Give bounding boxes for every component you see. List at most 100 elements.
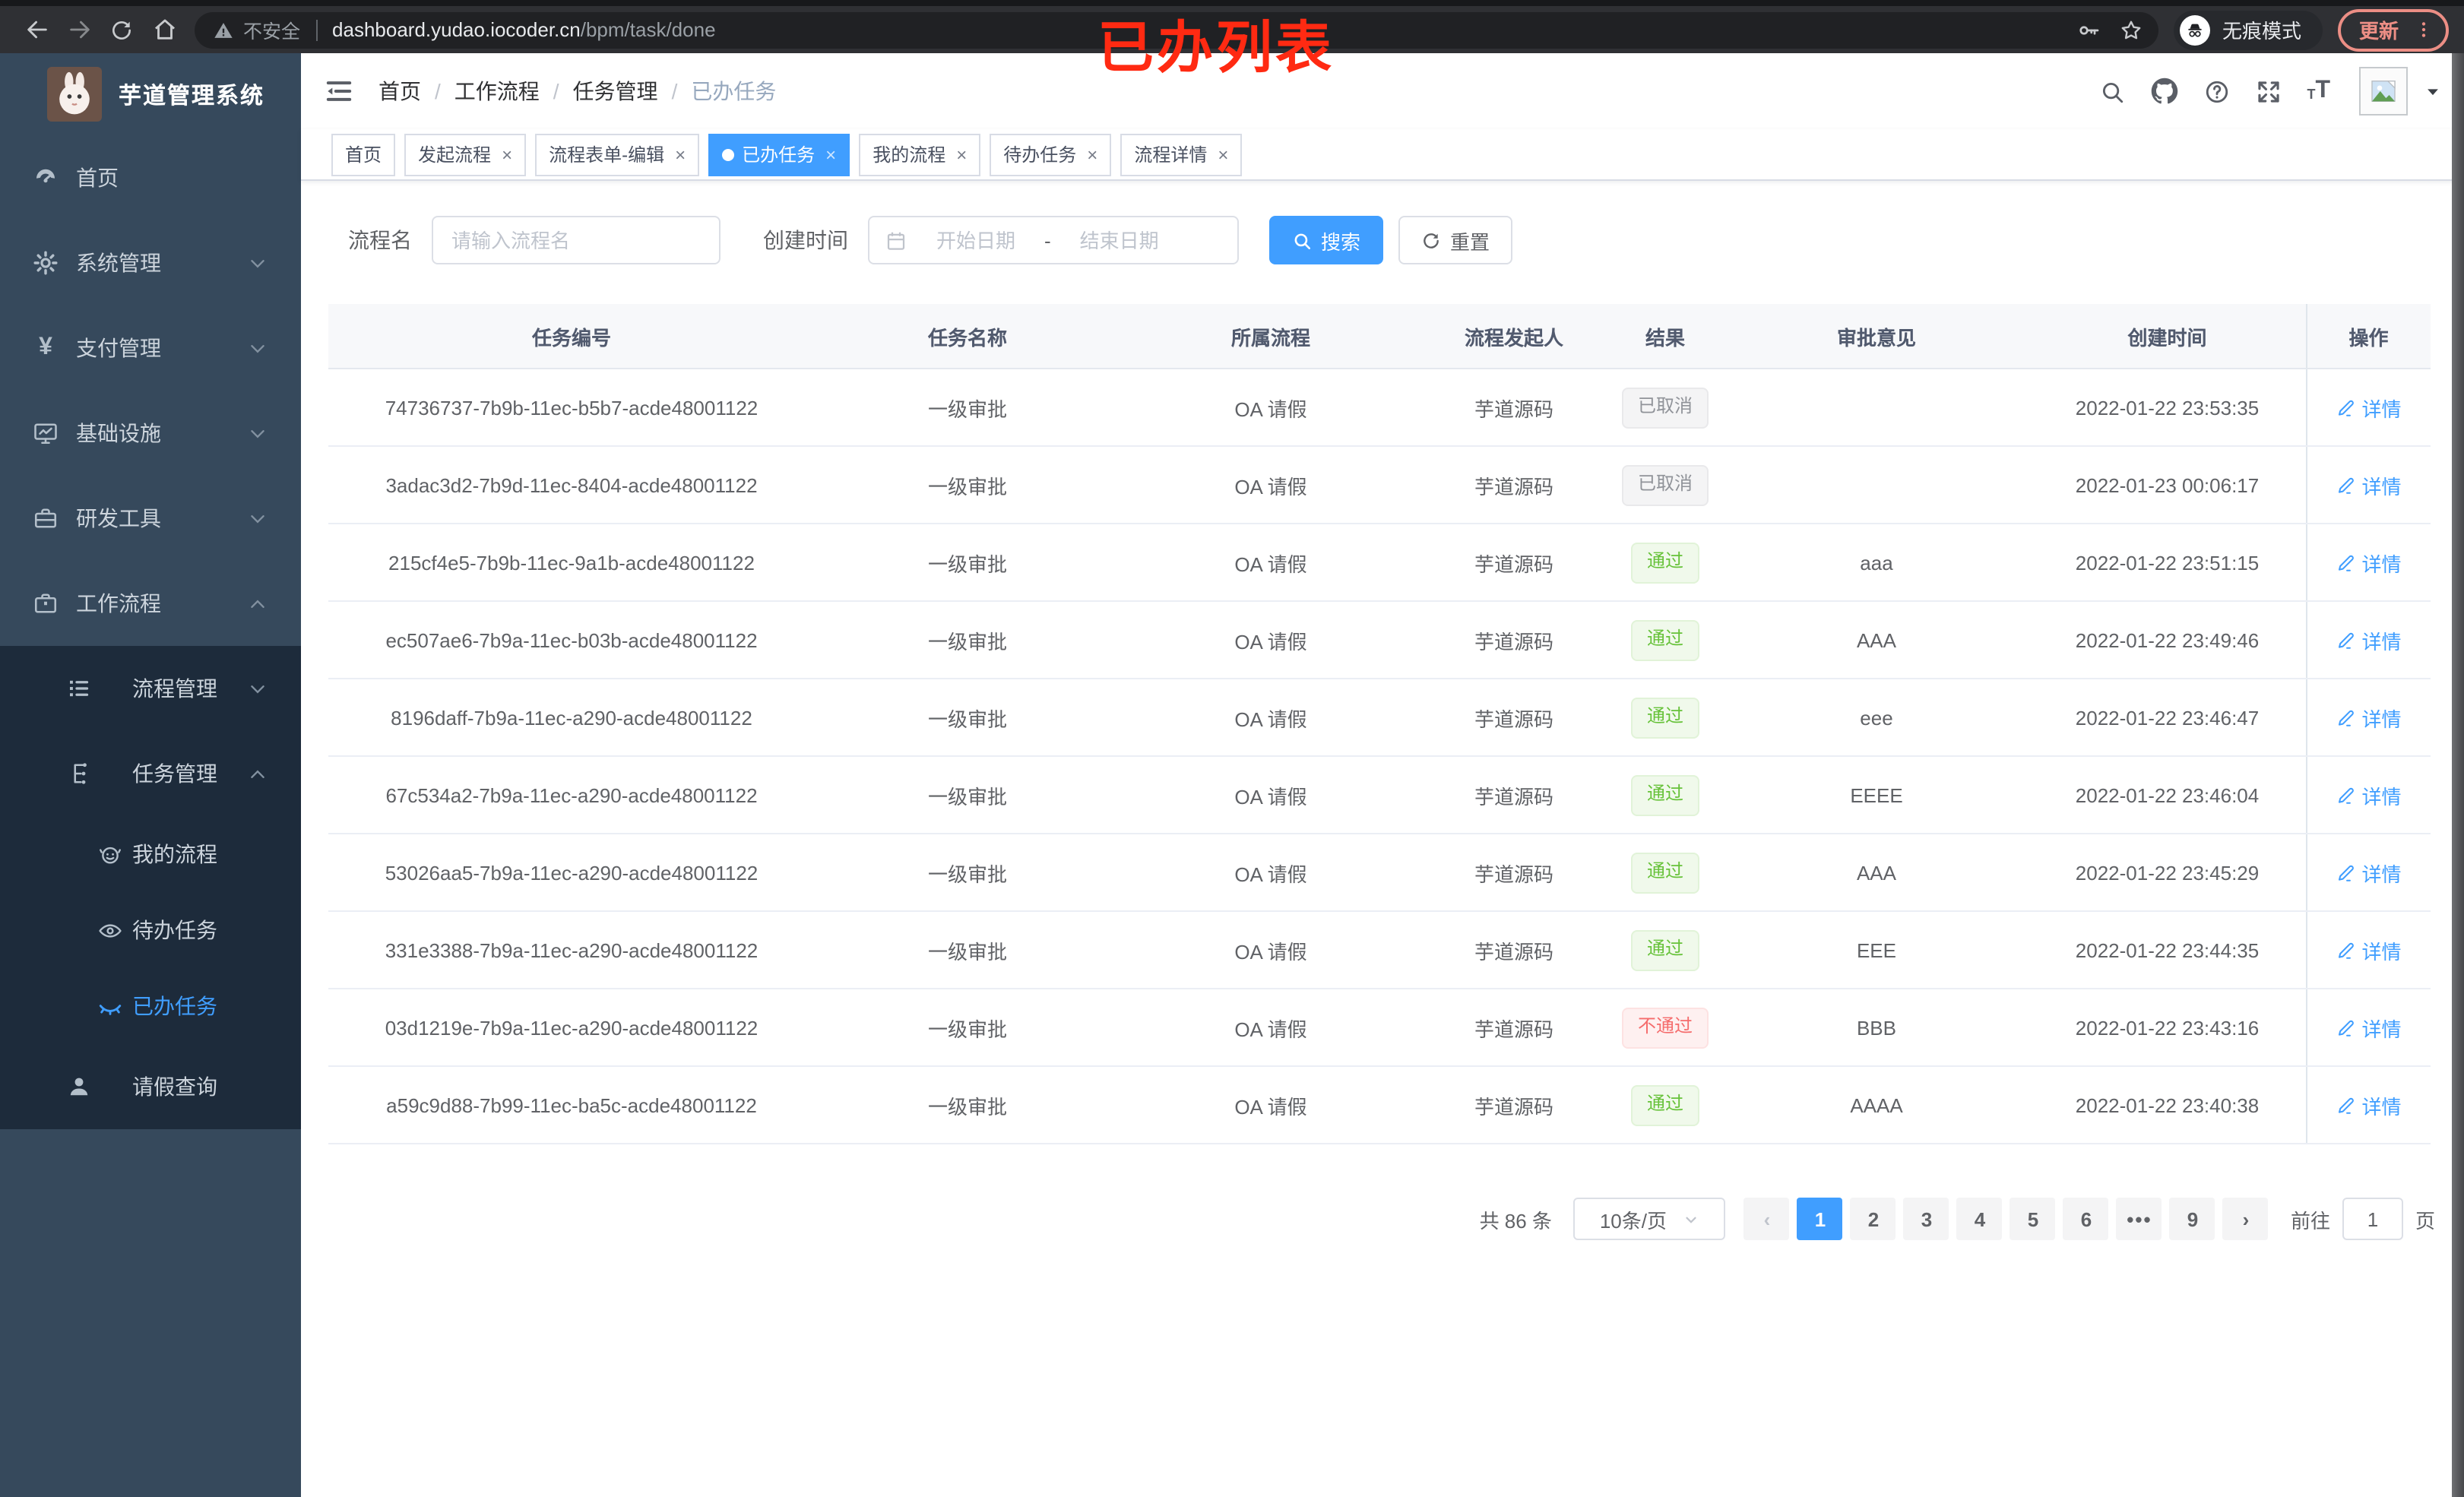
browser-menu-icon[interactable] (2414, 18, 2434, 41)
back-icon[interactable] (15, 9, 58, 50)
sidebar-item-待办任务[interactable]: 待办任务 (0, 892, 301, 968)
close-icon[interactable]: × (1218, 144, 1229, 165)
logo-row[interactable]: 芋道管理系统 (0, 53, 301, 135)
task-id-cell: a59c9d88-7b99-11ec-ba5c-acde48001122 (328, 1066, 815, 1144)
breadcrumb-item[interactable]: 首页 (378, 79, 421, 103)
page-button-1[interactable]: 1 (1797, 1198, 1843, 1240)
close-icon[interactable]: × (825, 144, 837, 165)
sidebar-item-工作流程[interactable]: 工作流程 (0, 561, 301, 646)
page-button-4[interactable]: 4 (1956, 1198, 2003, 1240)
address-bar[interactable]: 不安全 dashboard.yudao.iocoder.cn/bpm/task/… (195, 11, 2158, 48)
result-cell: 已取消 (1607, 369, 1724, 447)
sidebar-item-我的流程[interactable]: 我的流程 (0, 816, 301, 892)
page-button-2[interactable]: 2 (1850, 1198, 1896, 1240)
sidebar-item-基础设施[interactable]: 基础设施 (0, 391, 301, 476)
page-button-3[interactable]: 3 (1903, 1198, 1949, 1240)
page-button-6[interactable]: 6 (2063, 1198, 2109, 1240)
create-time-cell: 2022-01-22 23:43:16 (2029, 989, 2306, 1067)
tab-流程详情[interactable]: 流程详情 × (1120, 133, 1243, 176)
edit-icon (2336, 1095, 2355, 1115)
close-icon[interactable]: × (956, 144, 968, 165)
close-icon[interactable]: × (502, 144, 513, 165)
detail-link[interactable]: 详情 (2336, 780, 2402, 809)
page-button-9[interactable]: 9 (2169, 1198, 2215, 1240)
dashboard-icon (32, 164, 59, 191)
key-icon[interactable] (2070, 9, 2107, 50)
search-icon[interactable] (2098, 78, 2124, 104)
tags-bar: 首页 发起流程 × 流程表单-编辑 × 已办任务 × 我的流程 × 待办任务 × 流程详情 × (301, 129, 2464, 181)
sidebar-item-首页[interactable]: 首页 (0, 135, 301, 220)
next-page-button[interactable]: › (2222, 1198, 2269, 1240)
incognito-badge[interactable]: 无痕模式 (2173, 10, 2323, 49)
page-button-5[interactable]: 5 (2010, 1198, 2056, 1240)
close-icon[interactable]: × (1087, 144, 1098, 165)
yen-icon: ¥ (39, 334, 52, 360)
detail-link[interactable]: 详情 (2336, 470, 2402, 499)
prev-page-button[interactable]: ‹ (1743, 1198, 1790, 1240)
process-name-input[interactable] (432, 216, 721, 264)
star-icon[interactable] (2113, 9, 2149, 50)
tab-待办任务[interactable]: 待办任务 × (990, 133, 1112, 176)
tab-label: 流程表单-编辑 (549, 144, 665, 166)
tab-label: 首页 (345, 144, 382, 166)
home-icon[interactable] (143, 9, 185, 50)
detail-link[interactable]: 详情 (2336, 1013, 2402, 1042)
warning-icon (213, 19, 234, 40)
search-button[interactable]: 搜索 (1269, 216, 1384, 264)
goto-page-input[interactable] (2342, 1198, 2403, 1240)
task-id-cell: 331e3388-7b9a-11ec-a290-acde48001122 (328, 911, 815, 989)
sidebar-item-支付管理[interactable]: ¥ 支付管理 (0, 305, 301, 391)
annotation-overlay: 已办列表 (1097, 17, 1335, 79)
end-date-input[interactable] (1056, 227, 1182, 253)
tab-首页[interactable]: 首页 (331, 133, 396, 176)
tab-我的流程[interactable]: 我的流程 × (859, 133, 981, 176)
update-button[interactable]: 更新 (2337, 8, 2449, 51)
breadcrumb-item[interactable]: 工作流程 (454, 79, 540, 103)
breadcrumb-item[interactable]: 任务管理 (572, 79, 658, 103)
page-size-select[interactable]: 10条/页 (1572, 1198, 1725, 1240)
sidebar-item-已办任务[interactable]: 已办任务 (0, 968, 301, 1044)
sidebar-item-流程管理[interactable]: 流程管理 (0, 646, 301, 731)
monitor-icon (32, 419, 59, 447)
sidebar-item-系统管理[interactable]: 系统管理 (0, 220, 301, 305)
tab-流程表单-编辑[interactable]: 流程表单-编辑 × (535, 133, 700, 176)
task-name-cell: 一级审批 (815, 446, 1120, 524)
detail-link[interactable]: 详情 (2336, 858, 2402, 887)
sidebar-item-研发工具[interactable]: 研发工具 (0, 476, 301, 561)
starter-cell: 芋道源码 (1421, 524, 1607, 602)
scrollbar[interactable] (2452, 53, 2464, 1497)
close-icon[interactable]: × (675, 144, 686, 165)
result-cell: 通过 (1607, 834, 1724, 912)
detail-link[interactable]: 详情 (2336, 393, 2402, 422)
fullscreen-icon[interactable] (2255, 78, 2281, 104)
starter-cell: 芋道源码 (1421, 756, 1607, 834)
github-icon[interactable] (2150, 78, 2177, 105)
page-ellipsis[interactable]: ••• (2116, 1198, 2162, 1240)
detail-link[interactable]: 详情 (2336, 548, 2402, 577)
filter-form: 流程名 创建时间 - 搜索 重置 (348, 216, 2435, 264)
task-id-cell: 74736737-7b9b-11ec-b5b7-acde48001122 (328, 369, 815, 447)
avatar[interactable] (2359, 67, 2408, 116)
date-range-picker[interactable]: - (868, 216, 1239, 264)
detail-link[interactable]: 详情 (2336, 935, 2402, 964)
reload-icon[interactable] (100, 9, 143, 50)
detail-link[interactable]: 详情 (2336, 703, 2402, 732)
avatar-caret-icon[interactable] (2424, 83, 2441, 100)
create-time-cell: 2022-01-22 23:51:15 (2029, 524, 2306, 602)
start-date-input[interactable] (914, 227, 1038, 253)
help-icon[interactable] (2203, 78, 2229, 104)
detail-link[interactable]: 详情 (2336, 625, 2402, 654)
urlbar-separator (315, 19, 318, 40)
tab-已办任务[interactable]: 已办任务 × (708, 133, 850, 176)
detail-label: 详情 (2361, 475, 2402, 498)
sidebar-toggle-icon[interactable] (324, 76, 354, 106)
reset-button[interactable]: 重置 (1398, 216, 1513, 264)
forward-icon[interactable] (58, 9, 100, 50)
table-row: 03d1219e-7b9a-11ec-a290-acde48001122 一级审批… (328, 989, 2431, 1067)
tab-发起流程[interactable]: 发起流程 × (404, 133, 527, 176)
security-badge[interactable]: 不安全 (213, 15, 300, 44)
sidebar-item-请假查询[interactable]: 请假查询 (0, 1044, 301, 1129)
detail-link[interactable]: 详情 (2336, 1090, 2402, 1119)
sidebar-item-任务管理[interactable]: 任务管理 (0, 731, 301, 816)
